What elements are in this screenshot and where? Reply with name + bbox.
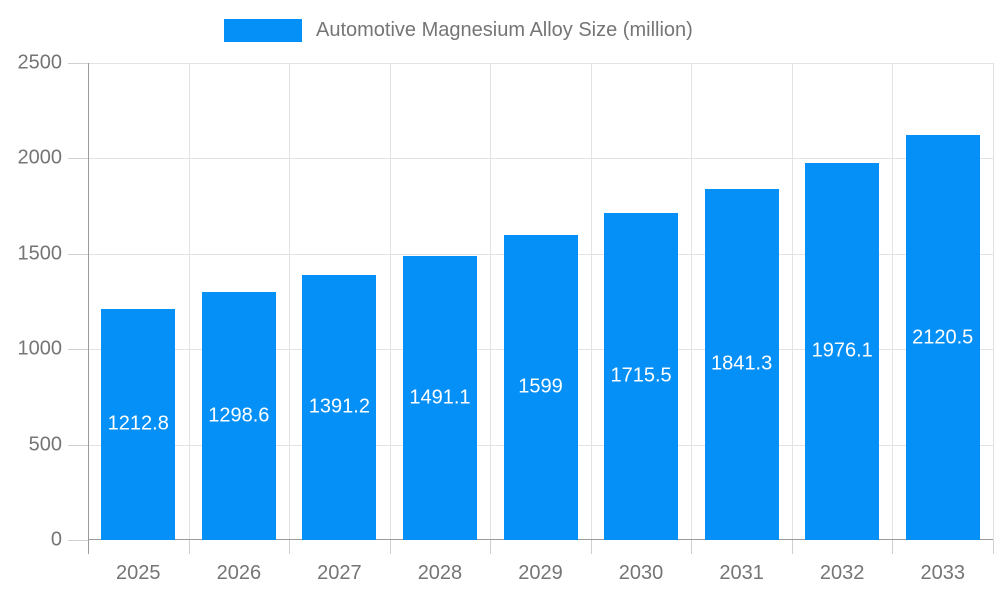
legend-label: Automotive Magnesium Alloy Size (million… <box>316 19 693 41</box>
bar-2028[interactable] <box>402 255 477 540</box>
bar-2031[interactable] <box>704 188 779 540</box>
gridline-v <box>590 63 592 540</box>
x-tick-mark <box>590 540 592 554</box>
bar-2025[interactable] <box>101 308 176 540</box>
x-tick-mark <box>389 540 391 554</box>
legend-swatch <box>224 19 302 42</box>
x-tick-mark <box>289 540 291 554</box>
y-axis-label: 2500 <box>17 51 63 74</box>
bar-2032[interactable] <box>805 162 880 540</box>
x-axis-label: 2027 <box>317 562 362 584</box>
y-tick-mark <box>68 444 88 446</box>
x-axis-label: 2030 <box>618 562 664 584</box>
legend[interactable]: Automotive Magnesium Alloy Size (million… <box>224 19 693 42</box>
gridline-v <box>791 63 793 540</box>
x-tick-mark <box>188 540 190 554</box>
x-axis-label: 2029 <box>518 562 563 584</box>
y-tick-mark <box>68 158 88 160</box>
y-axis-label: 2000 <box>17 146 63 169</box>
y-tick-mark <box>68 63 88 64</box>
gridline-v <box>289 63 291 540</box>
gridline-h <box>88 63 993 64</box>
x-axis-label: 2032 <box>819 562 865 584</box>
bar-value-label: 2120.5 <box>912 326 974 349</box>
bar-value-label: 1491.1 <box>409 386 471 409</box>
bar-value-label: 1976.1 <box>811 339 873 362</box>
x-tick-mark <box>490 540 492 554</box>
x-tick-mark <box>691 540 693 554</box>
bar-value-label: 1391.2 <box>308 395 370 418</box>
y-axis-label: 0 <box>50 528 62 551</box>
x-tick-mark <box>892 540 894 554</box>
bar-value-label: 1715.5 <box>610 364 672 387</box>
x-tick-mark <box>993 540 994 554</box>
y-tick-mark <box>68 349 88 351</box>
y-axis-line <box>88 63 89 554</box>
bar-2029[interactable] <box>503 234 578 540</box>
x-axis-label: 2026 <box>216 562 262 584</box>
x-axis-label: 2028 <box>417 562 463 584</box>
gridline-v <box>490 63 492 540</box>
x-tick-mark <box>791 540 793 554</box>
bar-2030[interactable] <box>604 212 679 540</box>
gridline-h <box>88 158 993 160</box>
bar-2026[interactable] <box>201 292 276 540</box>
bar-2027[interactable] <box>302 274 377 540</box>
gridline-v <box>691 63 693 540</box>
y-tick-mark <box>68 253 88 255</box>
gridline-v <box>389 63 391 540</box>
gridline-v <box>892 63 894 540</box>
bar-2033[interactable] <box>905 135 980 540</box>
y-tick-mark <box>68 540 88 541</box>
bar-value-label: 1599 <box>518 375 563 398</box>
bar-value-label: 1841.3 <box>711 352 773 375</box>
x-axis-label: 2031 <box>719 562 764 584</box>
gridline-v <box>993 63 994 540</box>
bar-value-label: 1212.8 <box>107 412 169 435</box>
x-axis-label: 2025 <box>116 562 161 584</box>
gridline-v <box>188 63 190 540</box>
y-axis-label: 1000 <box>17 337 63 360</box>
y-axis-label: 1500 <box>17 242 63 265</box>
y-axis-label: 500 <box>28 433 62 456</box>
plot-area: 0 500 1000 1500 2000 2500 1212.8 2025 1298.6 2026… <box>18 52 994 584</box>
bar-value-label: 1298.6 <box>208 404 270 427</box>
x-axis-label: 2033 <box>920 562 965 584</box>
